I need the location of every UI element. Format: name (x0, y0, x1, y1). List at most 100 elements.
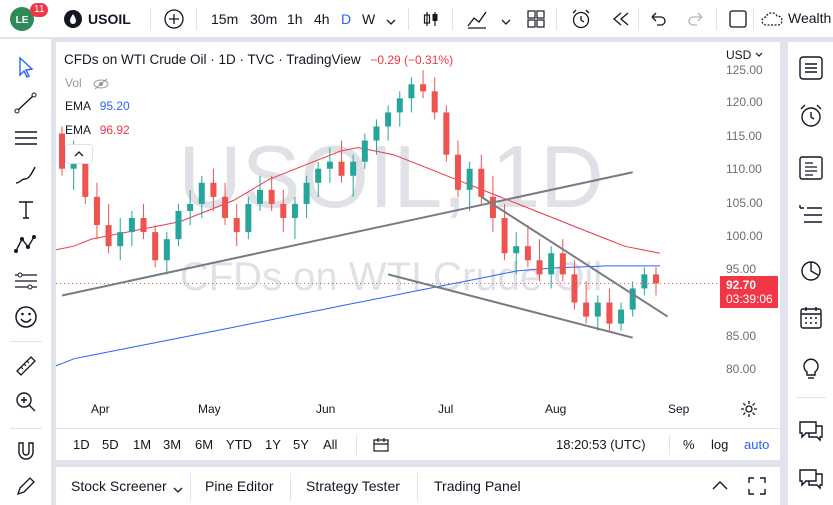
volume-label: Vol (65, 76, 82, 90)
trendline-2[interactable] (387, 273, 633, 339)
trendline-1[interactable] (61, 171, 633, 297)
cursor-tool[interactable] (12, 53, 40, 81)
range-6m[interactable]: 6M (195, 437, 214, 452)
icons-tool[interactable] (12, 303, 40, 331)
watchlist-button[interactable] (797, 54, 825, 82)
eye-off-icon[interactable] (93, 78, 109, 90)
range-1y[interactable]: 1Y (265, 437, 281, 452)
log-scale-toggle[interactable]: log (711, 437, 729, 452)
chart-type-button[interactable] (421, 9, 441, 34)
price-tick: 125.00 (726, 63, 763, 77)
legend-ema-1[interactable]: EMA 95.20 (65, 99, 130, 113)
alert-button[interactable] (570, 8, 592, 35)
watermark-symbol: USOIL, 1D (178, 127, 603, 226)
text-t-icon (19, 201, 33, 219)
candle (59, 126, 65, 176)
ideas-button[interactable] (797, 354, 825, 382)
legend-ema-2[interactable]: EMA 96.92 (65, 123, 130, 137)
layouts-button[interactable] (526, 9, 546, 34)
interval-15m[interactable]: 15m (211, 11, 239, 27)
chats-button[interactable] (797, 417, 825, 445)
stock-screener-dropdown[interactable] (173, 482, 183, 500)
tab-trading-panel[interactable]: Trading Panel (434, 478, 521, 494)
price-chart[interactable]: USOIL, 1D CFDs on WTI Crude Oil (56, 42, 780, 428)
ema-line-1[interactable] (56, 147, 661, 254)
candle (117, 218, 124, 261)
interval-4h[interactable]: 4h (314, 11, 330, 27)
percent-scale-toggle[interactable]: % (683, 437, 695, 452)
candle-body (128, 218, 135, 233)
text-tool[interactable] (12, 196, 40, 224)
interval-d[interactable]: D (341, 11, 352, 27)
tab-strategy-tester[interactable]: Strategy Tester (306, 478, 400, 494)
interval-1h[interactable]: 1h (287, 11, 303, 27)
range-ytd[interactable]: YTD (226, 437, 252, 452)
interval-30m[interactable]: 30m (250, 11, 278, 27)
legend-title[interactable]: CFDs on WTI Crude Oil · 1D · TVC · Tradi… (64, 52, 361, 67)
interval-w[interactable]: W (362, 11, 376, 27)
legend-volume[interactable]: Vol (65, 76, 109, 90)
forecast-tool[interactable] (12, 267, 40, 295)
ema-1-label: EMA (65, 99, 91, 113)
auto-scale-toggle[interactable]: auto (744, 437, 770, 452)
currency-selector[interactable]: USD (726, 48, 763, 62)
tab-stock-screener[interactable]: Stock Screener (71, 478, 167, 494)
notifications-button[interactable] (797, 465, 825, 493)
interval-dropdown[interactable] (386, 14, 396, 32)
candle (350, 154, 357, 197)
data-window-button[interactable] (797, 154, 825, 182)
replay-button[interactable] (611, 9, 631, 34)
range-1m[interactable]: 1M (133, 437, 152, 452)
logo-icon: LE (11, 8, 33, 30)
range-3m[interactable]: 3M (163, 437, 182, 452)
go-to-date-button[interactable] (372, 436, 390, 459)
fullscreen-button[interactable] (729, 10, 747, 33)
candle (443, 105, 450, 162)
range-5d[interactable]: 5D (102, 437, 119, 452)
object-tree-button[interactable] (797, 202, 825, 230)
zoom-tool[interactable] (12, 388, 40, 416)
range-5y[interactable]: 5Y (293, 437, 309, 452)
pie-timer-icon (801, 261, 821, 281)
expand-panel-button[interactable] (710, 478, 730, 499)
candle-body (268, 189, 275, 204)
maximize-panel-button[interactable] (748, 477, 766, 500)
trendline-3[interactable] (480, 196, 669, 318)
measure-tool[interactable] (12, 352, 40, 380)
range-1d[interactable]: 1D (73, 437, 90, 452)
chart-settings-button[interactable] (740, 400, 758, 423)
indicators-dropdown[interactable] (501, 14, 511, 32)
brush-tool[interactable] (12, 161, 40, 189)
indicators-button[interactable] (466, 9, 488, 34)
tab-pine-editor[interactable]: Pine Editor (205, 478, 274, 494)
time-tick: Jun (316, 402, 336, 416)
utc-clock[interactable]: 18:20:53 (UTC) (556, 437, 646, 452)
candle-body (548, 253, 555, 275)
calendar-range-icon (373, 438, 389, 452)
undo-button[interactable] (648, 9, 668, 34)
range-all[interactable]: All (323, 437, 338, 452)
collapse-legend-button[interactable] (65, 144, 93, 164)
horizontal-lines-tool[interactable] (12, 124, 40, 152)
trendline-tool[interactable] (12, 89, 40, 117)
magnet-tool[interactable] (12, 437, 40, 465)
hotlist-button[interactable] (797, 256, 825, 284)
redo-button[interactable] (686, 9, 706, 34)
alerts-button[interactable] (797, 102, 825, 130)
ema-2-label: EMA (65, 123, 91, 137)
candle-body (187, 203, 194, 211)
price-scale[interactable]: USD 125.00 120.00 115.00 110.00 105.00 1… (720, 42, 780, 387)
candle (163, 232, 170, 275)
account-menu[interactable]: Wealth (760, 9, 833, 29)
candle (198, 175, 205, 219)
pattern-tool[interactable] (12, 231, 40, 259)
chart-pane[interactable]: USOIL, 1D CFDs on WTI Crude Oil CFDs on … (56, 42, 780, 460)
last-price-value: 92.70 (726, 278, 757, 292)
calendar-button[interactable] (797, 304, 825, 332)
add-symbol-button[interactable] (164, 9, 184, 29)
stay-drawing-tool[interactable] (12, 472, 40, 500)
candle-body (117, 232, 124, 247)
chevron-down-icon (501, 19, 511, 25)
legend-change: −0.29 (−0.31%) (370, 53, 454, 67)
ema-line-2[interactable] (56, 265, 660, 367)
